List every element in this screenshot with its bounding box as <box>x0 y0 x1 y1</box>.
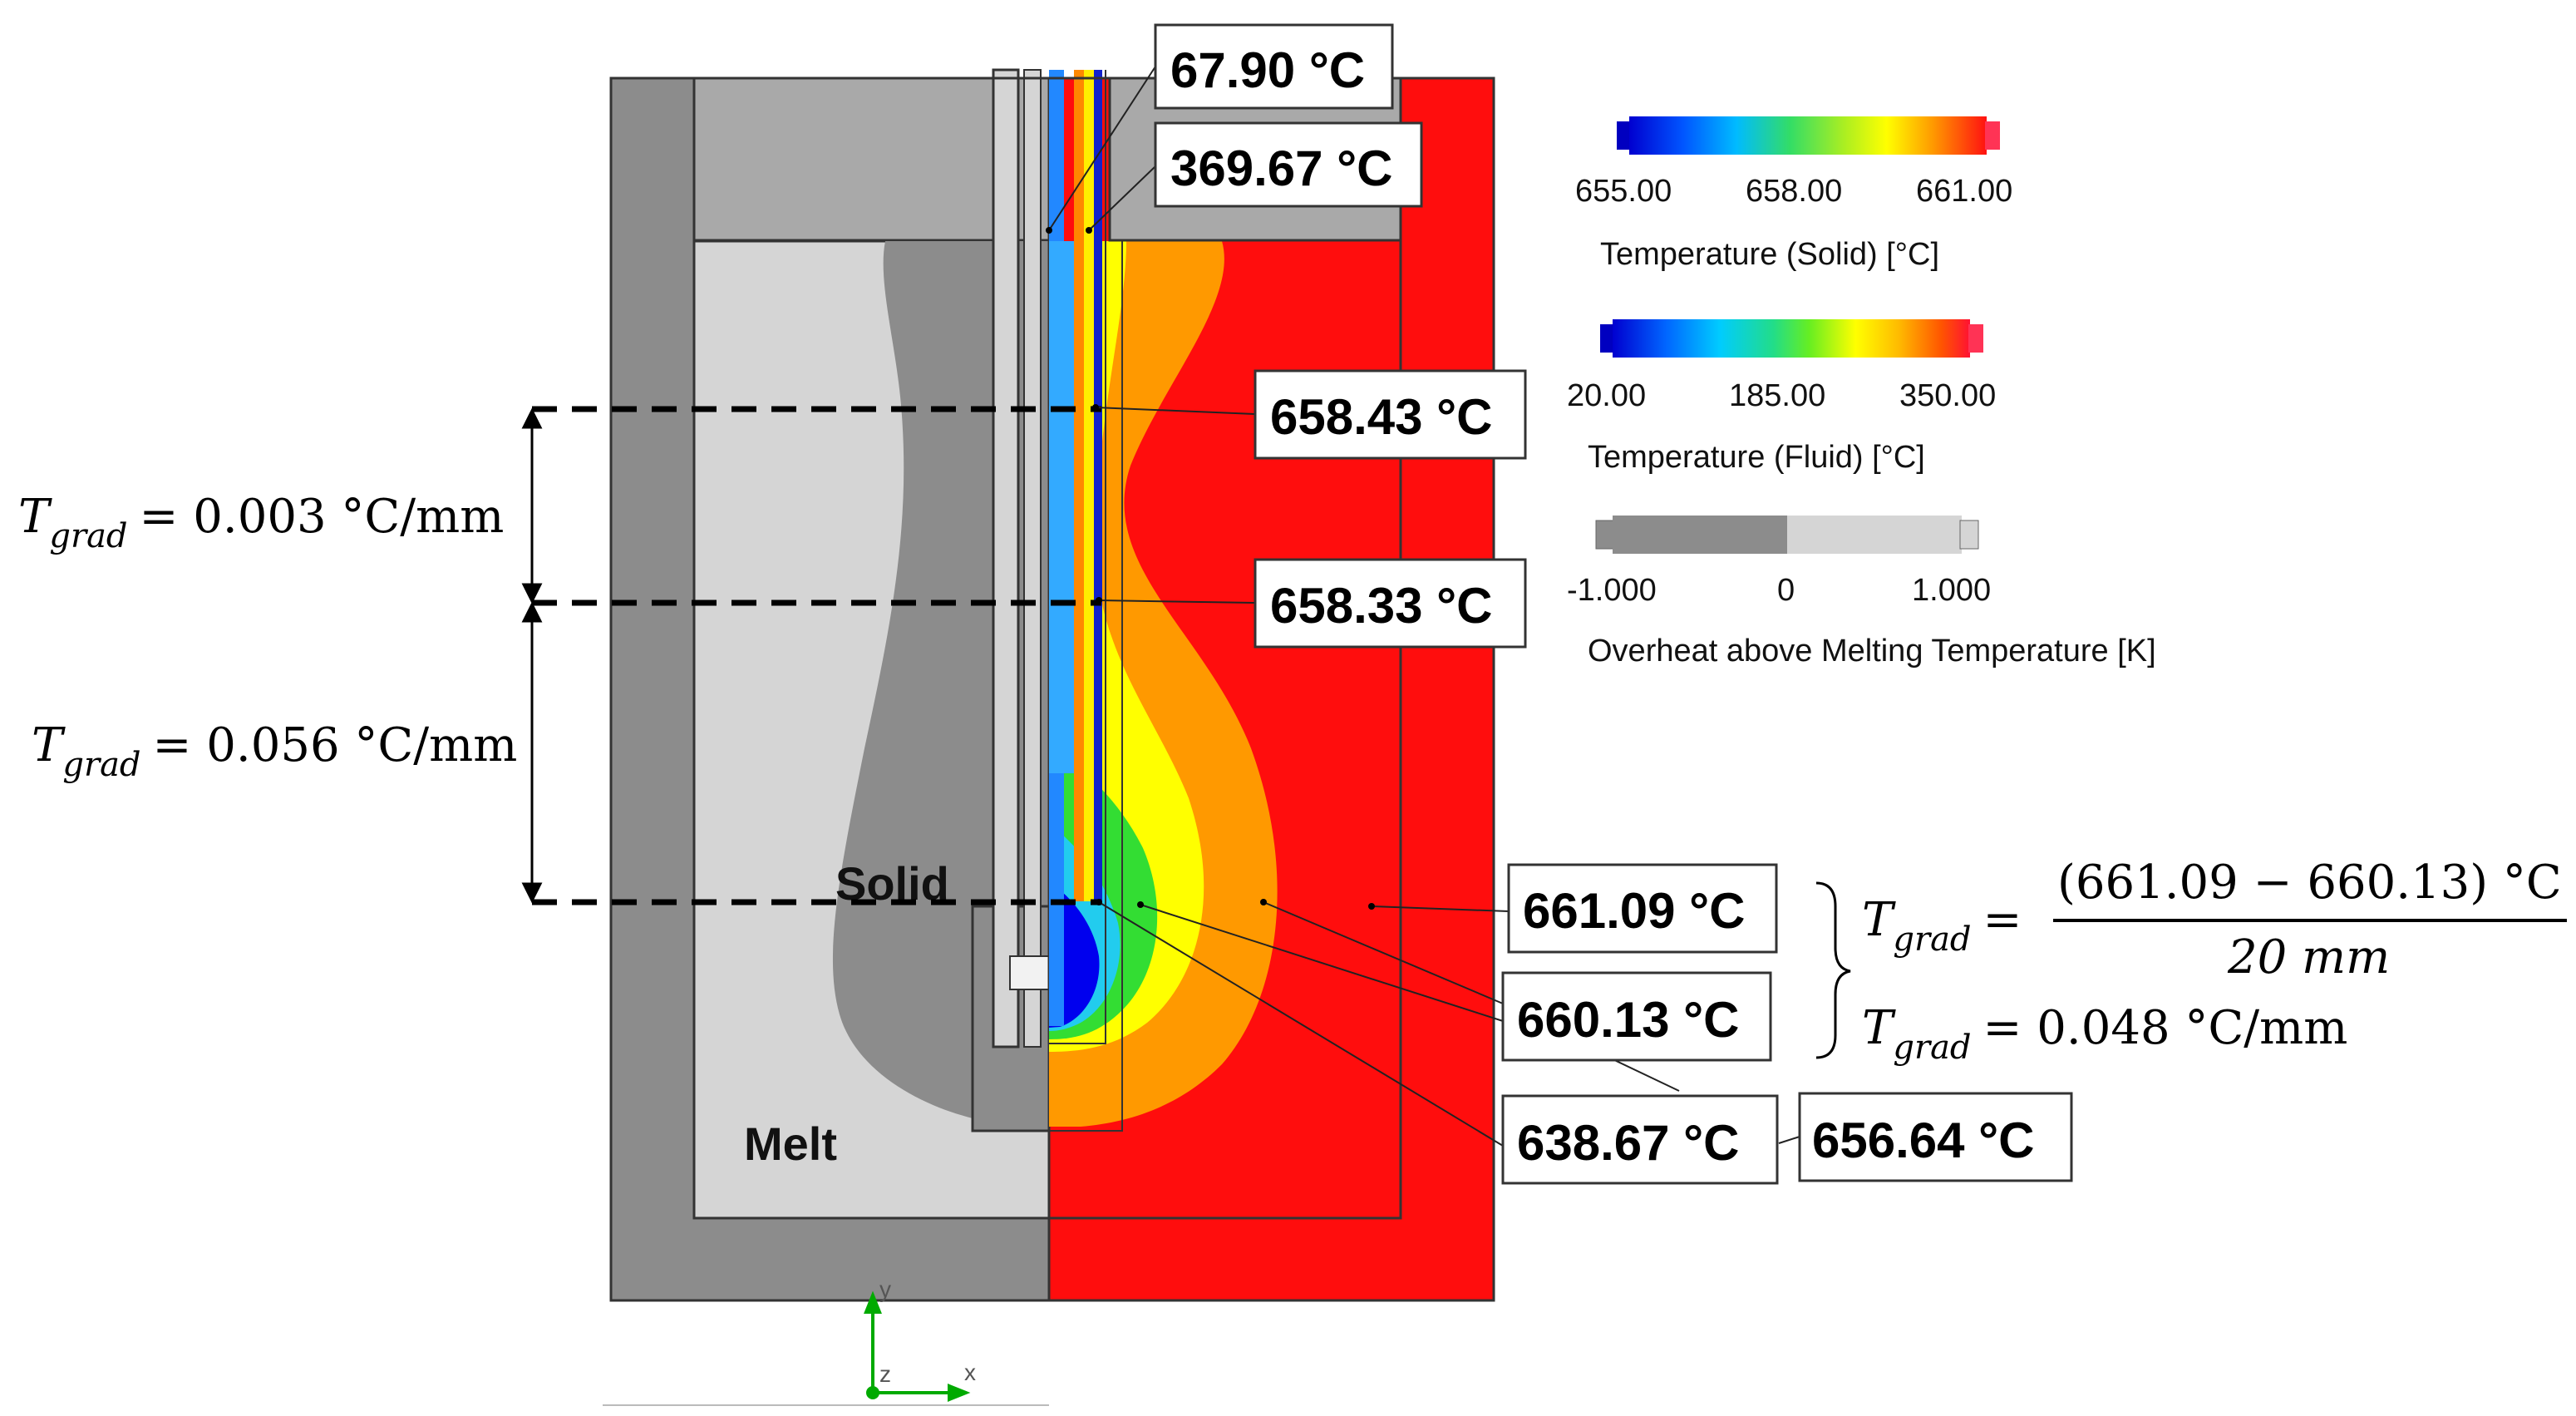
temperature-field <box>1047 70 1495 1302</box>
legend-fluid-tick-min: 20.00 <box>1567 378 1646 413</box>
axis-triad <box>864 1290 971 1402</box>
top-lid <box>692 76 1049 242</box>
probe-label-5: 661.09 °C <box>1507 863 1778 954</box>
probe-points <box>1046 227 1375 910</box>
legend-fluid-tick-max: 350.00 <box>1899 378 1996 413</box>
tube-inner-wall <box>1023 69 1042 1048</box>
legend-solid-tick-min: 655.00 <box>1575 174 1672 209</box>
legend-solid-tick-mid: 658.00 <box>1746 174 1842 209</box>
legend-solid-colorbar <box>1629 116 1987 155</box>
measurement-lines <box>532 406 1101 905</box>
tube-base <box>1009 955 1049 990</box>
legend-fluid-title: Temperature (Fluid) [°C] <box>1588 440 1925 475</box>
svg-text:67.90 °C: 67.90 °C <box>1170 42 1365 98</box>
formula-lhs: Tgrad = <box>1862 893 2022 959</box>
svg-text:638.67 °C: 638.67 °C <box>1517 1115 1740 1171</box>
legend-overheat-tick-min: -1.000 <box>1567 573 1657 608</box>
probe-label-3: 658.43 °C <box>1254 369 1527 460</box>
axis-label-x: x <box>964 1359 976 1385</box>
dimension-arrows <box>521 407 543 904</box>
gradient-lower: Tgrad = 0.056 °C/mm <box>32 718 517 784</box>
legend-solid-temperature: 655.00 658.00 661.00 Temperature (Solid)… <box>1575 116 2012 272</box>
tube-inner-line <box>1049 70 1106 1044</box>
formula-brace <box>1815 881 1851 1059</box>
svg-text:658.33 °C: 658.33 °C <box>1270 578 1493 634</box>
probe-label-1: 67.90 °C <box>1154 23 1394 110</box>
axis-label-z: z <box>879 1361 891 1387</box>
melt-label: Melt <box>744 1118 837 1170</box>
probe-label-6: 660.13 °C <box>1501 971 1772 1062</box>
fluid-channel-darkblue <box>1094 70 1102 901</box>
legend-overheat-tick-max: 1.000 <box>1912 573 1991 608</box>
legend-overheat-low <box>1613 516 1787 554</box>
legend-fluid-temperature: 20.00 185.00 350.00 Temperature (Fluid) … <box>1567 319 1996 475</box>
formula-numerator: (661.09 − 660.13) °C <box>2057 856 2562 910</box>
fluid-channel-yellow <box>1084 70 1094 901</box>
probe-label-7: 638.67 °C <box>1501 1094 1779 1185</box>
legend-fluid-tick-mid: 185.00 <box>1729 378 1825 413</box>
gradient-upper: Tgrad = 0.003 °C/mm <box>18 490 504 555</box>
tube-housing-line <box>1049 240 1123 1132</box>
legend-fluid-colorbar <box>1613 319 1970 358</box>
fluid-channel-orange <box>1074 70 1084 901</box>
legend-overheat-high <box>1787 516 1962 554</box>
svg-text:658.43 °C: 658.43 °C <box>1270 389 1493 445</box>
fluid-channel-cyan <box>1049 241 1074 773</box>
probe-label-2: 369.67 °C <box>1154 121 1423 208</box>
svg-text:660.13 °C: 660.13 °C <box>1517 992 1740 1048</box>
tube-outer-wall <box>992 68 1020 1048</box>
probe-label-8: 656.64 °C <box>1798 1092 2073 1182</box>
probe-label-4: 658.33 °C <box>1254 558 1527 649</box>
leader-lines <box>1048 66 1800 1147</box>
svg-text:661.09 °C: 661.09 °C <box>1523 883 1746 939</box>
legend-solid-tick-max: 661.00 <box>1916 174 2012 209</box>
formula-result: Tgrad = 0.048 °C/mm <box>1862 1001 2347 1067</box>
overheat-field <box>609 68 1049 1302</box>
legend-solid-title: Temperature (Solid) [°C] <box>1600 237 1939 272</box>
formula-denominator: 20 mm <box>2227 930 2390 984</box>
axis-label-y: y <box>879 1276 891 1302</box>
legend-overheat: -1.000 0 1.000 Overheat above Melting Te… <box>1567 516 2156 669</box>
legend-overheat-title: Overheat above Melting Temperature [K] <box>1588 634 2156 669</box>
svg-text:656.64 °C: 656.64 °C <box>1812 1113 2035 1168</box>
legend-overheat-tick-mid: 0 <box>1777 573 1795 608</box>
svg-text:369.67 °C: 369.67 °C <box>1170 141 1393 196</box>
